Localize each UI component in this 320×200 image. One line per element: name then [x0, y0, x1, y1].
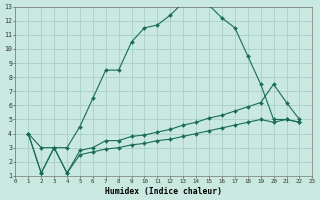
X-axis label: Humidex (Indice chaleur): Humidex (Indice chaleur) [105, 187, 222, 196]
